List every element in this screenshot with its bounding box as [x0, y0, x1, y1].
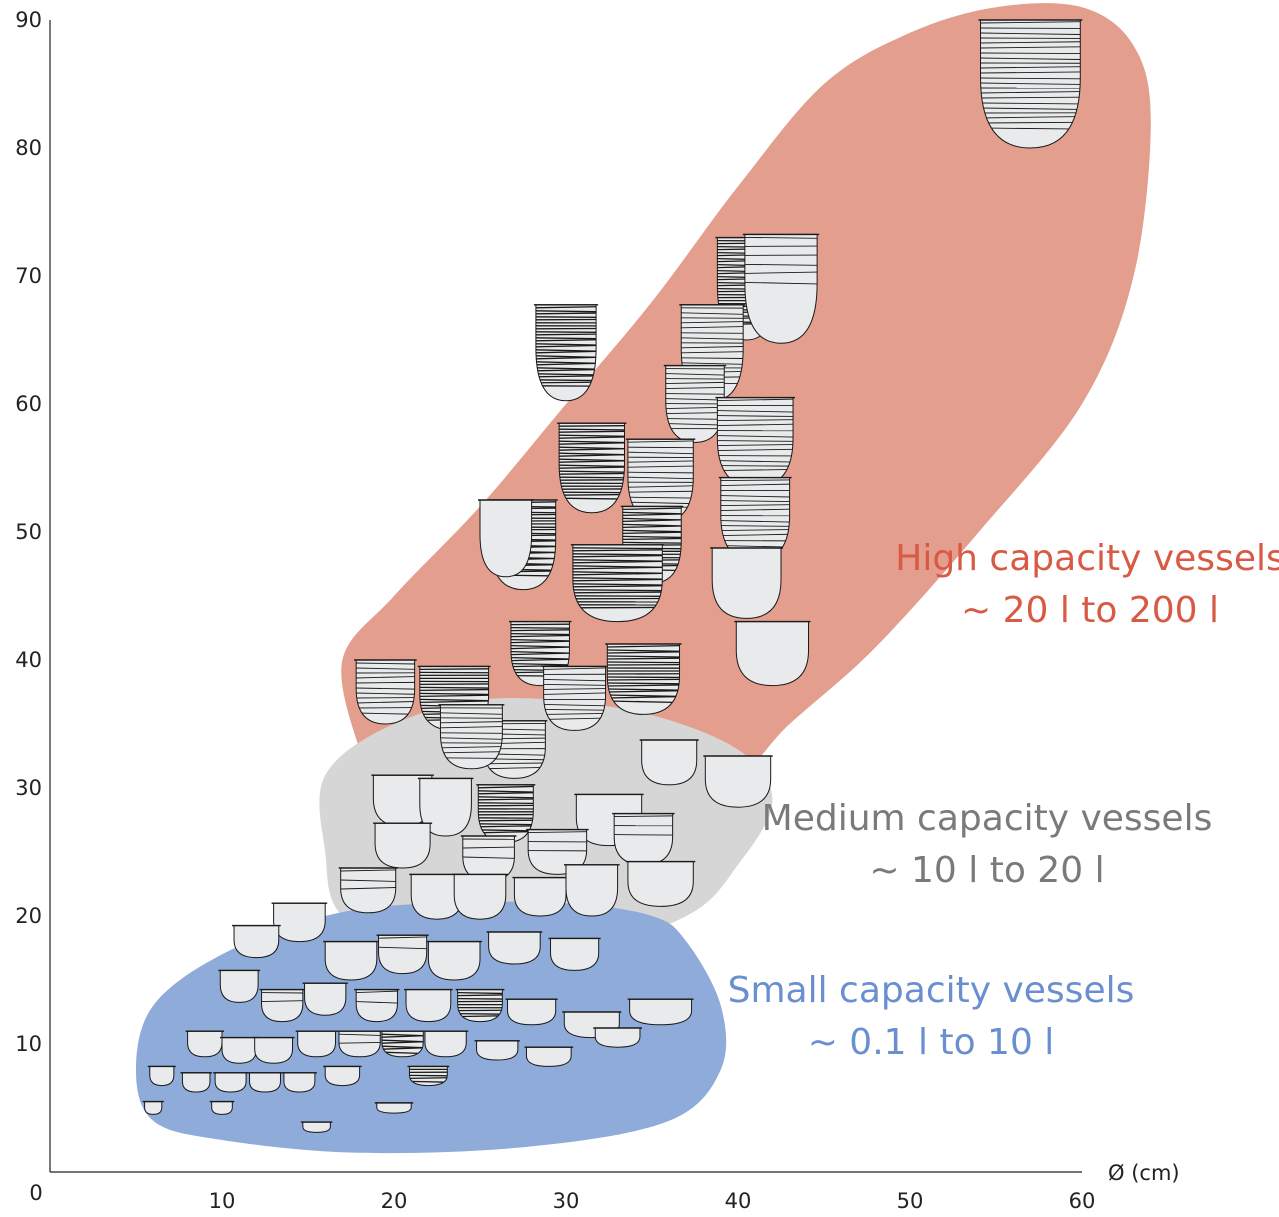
vessel-marker [247, 1072, 283, 1093]
x-tick-label: 50 [897, 1189, 924, 1213]
vessel-marker [336, 1030, 383, 1058]
vessel-marker [185, 1030, 224, 1058]
vessel-marker [281, 1072, 317, 1093]
vessel-marker [338, 867, 398, 914]
vessel-marker [180, 1072, 212, 1093]
vessel-marker [271, 902, 328, 943]
x-tick-label: 0 [29, 1181, 42, 1205]
vessel-marker [605, 643, 682, 715]
vessel-marker [564, 864, 620, 917]
vessel-marker [220, 1036, 259, 1064]
vessel-marker [476, 784, 536, 843]
vessel-marker [978, 19, 1083, 149]
group-labels: High capacity vessels ~ 20 l to 200 l Medi… [728, 538, 1279, 1063]
y-tick-label: 10 [15, 1032, 42, 1056]
vessel-marker [715, 396, 796, 488]
vessel-marker [232, 924, 281, 959]
vessel-marker [302, 982, 348, 1016]
vessel-marker [354, 988, 400, 1023]
vessel-marker [742, 233, 820, 344]
vessel-marker [213, 1072, 249, 1093]
vessel-marker [625, 860, 696, 907]
vessel-marker [734, 620, 811, 687]
high-capacity-vessels-label: High capacity vessels [895, 538, 1279, 579]
vessel-marker [478, 499, 534, 578]
y-tick-label: 20 [15, 904, 42, 928]
vessel-marker [612, 812, 675, 866]
vessel-marker [295, 1030, 338, 1058]
vessel-marker [374, 1102, 414, 1114]
vessel-marker [541, 665, 608, 731]
vessel-marker [548, 937, 601, 971]
axes [49, 20, 1082, 1173]
vessel-marker [512, 876, 568, 917]
vessel-marker [557, 422, 627, 514]
vessel-markers [142, 19, 1083, 1133]
vessel-marker [533, 304, 599, 402]
vessel-marker [218, 969, 261, 1003]
vessel-marker [323, 940, 379, 981]
small-capacity-vessels-label: Small capacity vessels [728, 970, 1135, 1011]
vessel-marker [627, 998, 694, 1026]
vessel-marker [209, 1100, 235, 1115]
vessel-marker [474, 1040, 520, 1061]
tick-labels: 0 10 20 30 40 50 60 10 20 30 40 50 60 70 80 90 [15, 8, 1095, 1213]
vessel-marker [639, 739, 699, 786]
vessel-marker [438, 704, 505, 770]
vessel-marker [142, 1100, 164, 1115]
vessel-marker [593, 1027, 642, 1048]
x-tick-label: 30 [553, 1189, 580, 1213]
vessel-marker [323, 1065, 362, 1087]
vessel-marker [354, 659, 417, 725]
high-capacity-vessels-range: ~ 20 l to 200 l [961, 590, 1219, 631]
vessel-marker [505, 998, 558, 1026]
vessel-marker [417, 777, 474, 837]
vessel-marker [486, 931, 543, 965]
x-axis-label: Ø (cm) [1108, 1161, 1180, 1185]
y-tick-label: 40 [15, 648, 42, 672]
vessel-marker [570, 544, 665, 623]
vessel-marker [524, 1046, 574, 1067]
vessel-marker [718, 476, 792, 562]
vessel-marker [147, 1065, 176, 1087]
y-tick-label: 30 [15, 776, 42, 800]
vessel-marker [407, 1065, 450, 1087]
x-tick-label: 20 [381, 1189, 408, 1213]
x-tick-label: 40 [725, 1189, 752, 1213]
vessel-marker [426, 940, 482, 981]
vessel-marker [452, 873, 508, 920]
vessel-marker [703, 755, 773, 808]
vessel-marker [300, 1121, 333, 1133]
y-tick-label: 60 [15, 392, 42, 416]
small-capacity-vessels-range: ~ 0.1 l to 10 l [808, 1022, 1055, 1063]
y-tick-label: 80 [15, 136, 42, 160]
vessel-marker [404, 988, 453, 1023]
vessel-marker [526, 828, 589, 875]
medium-capacity-vessels-label: Medium capacity vessels [762, 798, 1213, 839]
vessel-marker [710, 547, 783, 619]
x-tick-label: 10 [209, 1189, 236, 1213]
vessel-marker [663, 364, 727, 443]
vessel-marker [625, 438, 696, 523]
y-tick-label: 50 [15, 520, 42, 544]
vessel-marker [455, 988, 505, 1023]
vessel-marker [379, 1030, 426, 1058]
vessel-marker [259, 988, 305, 1023]
vessel-marker [252, 1036, 295, 1064]
y-tick-label: 90 [15, 8, 42, 32]
vessel-marker [373, 822, 433, 869]
vessel-marker [422, 1030, 469, 1058]
y-tick-label: 70 [15, 264, 42, 288]
vessel-marker [376, 934, 429, 975]
medium-capacity-vessels-range: ~ 10 l to 20 l [869, 850, 1104, 891]
x-tick-label: 60 [1069, 1189, 1096, 1213]
